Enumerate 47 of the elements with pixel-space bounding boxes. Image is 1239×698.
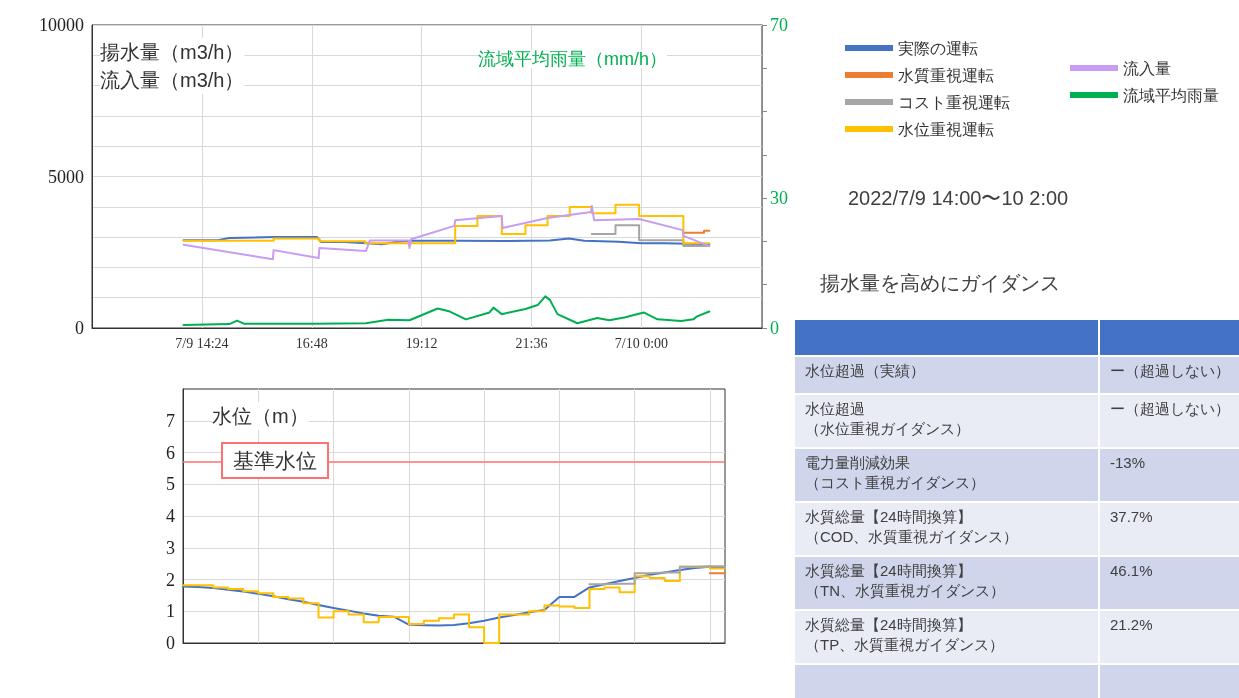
legend-label: 流域平均雨量 [1123,86,1219,104]
category-label: 水質総量【24時間換算】（COD、水質重視ガイダンス） [794,502,1099,556]
category-label: 水位超過（実績） [794,356,1099,394]
category-label: 水質総量【24時間換算】（TP、水質重視ガイダンス） [794,610,1099,664]
text: 21.2% [1110,616,1153,633]
y-tick-label: 1 [166,601,175,622]
y-tick-label: 6 [166,442,175,463]
y-tick-label: 4 [166,506,175,526]
annotation: 流入量（m3/h） [100,69,245,91]
category-label: 水質総量【24時間換算】（TN、水質重視ガイダンス） [794,556,1099,610]
ref-line-label: 基準水位 [233,449,317,473]
text: 37.7% [1110,508,1153,525]
y2-tick-label: 0 [770,318,779,338]
legend-label: コスト重視運転 [898,93,1010,111]
y-tick-label: 0 [166,633,175,653]
y-tick-label: 10000 [39,15,84,35]
legend-label: 水位重視運転 [898,120,994,138]
text: ー（超過しない） [1110,362,1230,379]
y-tick-label: 5 [166,474,175,495]
y-tick-label: 5000 [48,166,84,187]
y-axis-title: 揚水量（m3/h） [100,41,245,63]
category-label: 水位超過（水位重視ガイダンス） [794,394,1099,448]
y-axis-title: 水位（m） [212,405,309,427]
x-tick-label: 7/9 14:24 [175,335,229,351]
line-series [182,236,711,246]
y2-axis-title: 流域平均雨量（mm/h） [478,49,667,69]
text: 2022/7/9 14:00〜10 2:00 [848,186,1069,211]
text: -13% [1110,454,1146,471]
line-series [182,204,711,261]
y-tick-label: 7 [166,410,175,431]
x-tick-label: 21:36 [515,335,548,351]
y2-tick-label: 30 [770,188,788,209]
x-tick-label: 16:48 [295,335,328,351]
category-label: 電力量削減効果（コスト重視ガイダンス） [794,448,1099,502]
legend-label: 流入量 [1123,59,1171,77]
x-tick-label: 7/10 0:00 [614,335,669,351]
y-tick-label: 3 [166,537,175,558]
line-series [182,295,711,326]
y-tick-label: 0 [75,318,84,338]
y2-tick-label: 70 [770,15,788,35]
text: 46.1% [1110,562,1153,579]
legend-label: 実際の運転 [898,39,978,57]
y-tick-label: 2 [166,569,175,590]
text: 揚水量を高めにガイダンス [820,271,1060,296]
legend-label: 水質重視運転 [898,66,994,84]
x-tick-label: 19:12 [405,335,438,351]
text: ー（超過しない） [1110,400,1230,417]
